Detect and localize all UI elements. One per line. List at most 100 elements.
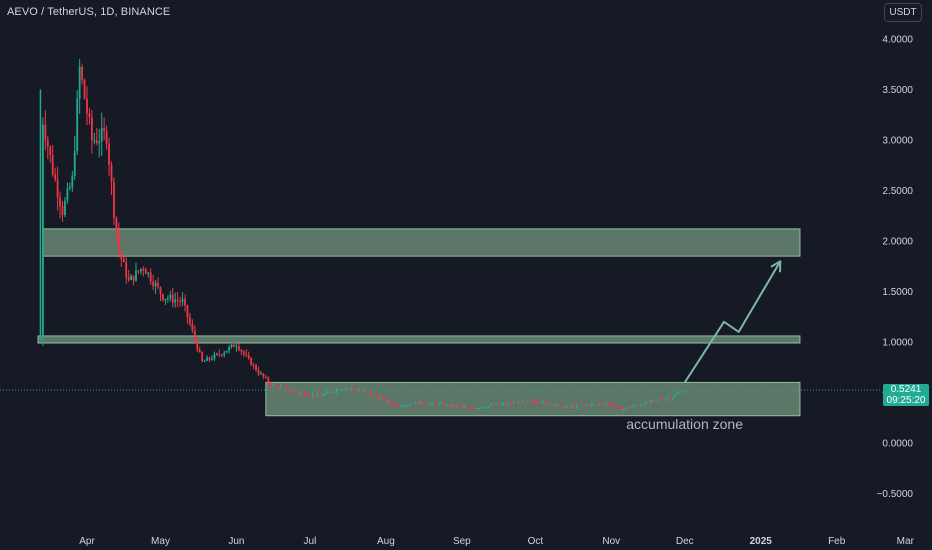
candle-body	[676, 393, 679, 395]
candle-body	[264, 376, 267, 378]
candle-body	[59, 197, 61, 207]
candle-body	[590, 404, 593, 406]
candle-body	[666, 398, 669, 400]
candle-body	[478, 408, 480, 410]
candle-body	[622, 409, 625, 411]
candle-body	[458, 405, 461, 407]
candle-body	[91, 117, 93, 141]
candle-body	[88, 113, 91, 118]
x-tick-label: Jun	[228, 536, 244, 547]
candle-body	[71, 176, 74, 188]
zone-rect	[37, 335, 801, 344]
candle-body	[189, 317, 191, 324]
candle-body	[137, 270, 140, 272]
candle-body	[431, 402, 434, 404]
candle-body	[551, 404, 554, 406]
candle-body	[642, 404, 645, 406]
candle-body	[507, 402, 510, 404]
candle-body	[588, 405, 591, 407]
candle-body	[44, 124, 47, 141]
candle-body	[583, 405, 586, 407]
candle-body	[284, 387, 287, 389]
y-tick-label: 3.5000	[882, 85, 913, 96]
candle-body	[605, 402, 608, 404]
candle-body	[411, 404, 414, 406]
candle-body	[299, 392, 302, 394]
candle-body	[610, 403, 613, 406]
candle-body	[304, 392, 306, 396]
y-tick-label: −0.5000	[877, 489, 914, 500]
candle-body	[607, 402, 610, 404]
candle-body	[632, 405, 635, 407]
candle-body	[49, 146, 52, 155]
candle-body	[291, 391, 294, 393]
candle-body	[556, 404, 559, 406]
candle-body	[93, 140, 96, 142]
x-tick-label: Oct	[528, 536, 544, 547]
candle-body	[68, 187, 71, 189]
candle-body	[483, 407, 485, 409]
candle-body	[446, 404, 449, 406]
candle-body	[277, 385, 279, 389]
candle-body	[171, 294, 174, 303]
candle-body	[81, 66, 83, 81]
candle-body	[509, 402, 512, 404]
candle-body	[598, 403, 600, 405]
candle-body	[321, 395, 324, 397]
candle-body	[267, 377, 270, 383]
candle-body	[316, 393, 319, 396]
candle-body	[394, 405, 397, 407]
zone-rect	[42, 228, 801, 257]
candle-body	[451, 404, 453, 406]
candle-body	[441, 403, 444, 405]
candle-body	[576, 405, 578, 408]
candle-body	[289, 390, 292, 392]
candle-body	[208, 357, 211, 360]
candle-body	[108, 143, 110, 166]
candle-body	[213, 354, 216, 359]
candle-body	[242, 351, 245, 354]
candle-body	[534, 401, 537, 403]
candle-body	[485, 407, 488, 409]
candle-body	[147, 272, 150, 274]
candle-body	[443, 403, 446, 406]
projection-line	[683, 260, 782, 383]
candle-body	[309, 395, 311, 397]
candle-body	[402, 405, 404, 407]
candle-body	[647, 401, 649, 403]
candle-body	[549, 404, 551, 406]
candle-body	[399, 405, 402, 407]
candle-body	[120, 251, 123, 260]
candle-body	[98, 141, 101, 144]
candle-body	[318, 393, 321, 396]
candle-body	[544, 401, 547, 403]
candle-body	[230, 344, 233, 347]
candle-body	[429, 403, 431, 405]
candle-body	[615, 406, 618, 408]
candle-body	[206, 357, 208, 361]
x-tick-label: Mar	[897, 536, 915, 547]
candle-body	[664, 398, 667, 401]
candle-body	[397, 405, 400, 407]
candle-body	[113, 181, 115, 218]
price-axis[interactable]: 4.0000 3.5000 3.0000 2.5000 2.0000 1.5000 1.00…	[877, 35, 914, 501]
currency-button[interactable]: USDT	[884, 3, 922, 22]
candle-body	[367, 391, 370, 393]
time-axis[interactable]: Apr May Jun Jul Aug Sep Oct Nov Dec 2025 Feb Mar	[79, 536, 914, 547]
candle-body	[252, 365, 255, 367]
candle-body	[186, 305, 189, 318]
candle-body	[333, 392, 336, 394]
candle-body	[566, 406, 569, 408]
x-tick-label: Apr	[79, 536, 95, 547]
candle-body	[296, 392, 299, 394]
candle-body	[362, 390, 365, 392]
candle-body	[463, 407, 466, 409]
candle-body	[149, 272, 152, 282]
candle-body	[164, 298, 167, 301]
candle-body	[419, 401, 422, 405]
candle-body	[191, 323, 194, 331]
candle-body	[659, 399, 662, 401]
candle-body	[154, 282, 157, 287]
candle-body	[460, 406, 463, 408]
